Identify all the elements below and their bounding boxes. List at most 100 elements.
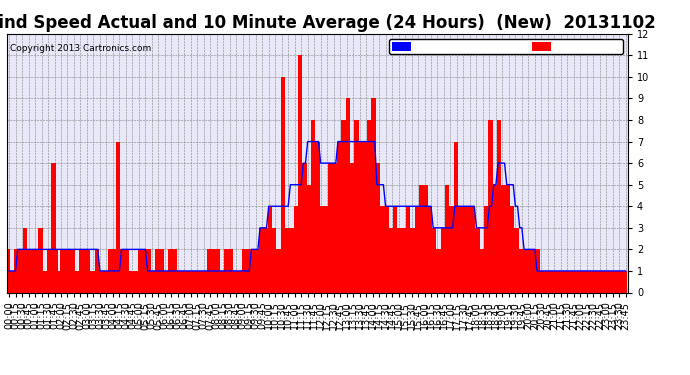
Bar	[235, 271, 237, 292]
Bar	[294, 206, 296, 292]
Bar	[264, 228, 266, 292]
Bar	[391, 228, 393, 292]
Bar	[354, 120, 356, 292]
Bar	[228, 249, 231, 292]
Bar	[551, 271, 553, 292]
Bar	[573, 271, 575, 292]
Bar	[594, 271, 597, 292]
Bar	[196, 271, 199, 292]
Bar	[123, 249, 125, 292]
Bar	[424, 185, 426, 292]
Bar	[159, 249, 161, 292]
Bar	[148, 249, 151, 292]
Bar	[296, 206, 298, 292]
Bar	[428, 206, 430, 292]
Bar	[88, 249, 90, 292]
Bar	[536, 249, 538, 292]
Bar	[549, 271, 551, 292]
Bar	[544, 271, 546, 292]
Bar	[133, 271, 136, 292]
Bar	[356, 120, 359, 292]
Bar	[622, 271, 624, 292]
Bar	[575, 271, 577, 292]
Bar	[382, 206, 384, 292]
Bar	[170, 249, 172, 292]
Bar	[19, 249, 21, 292]
Bar	[380, 206, 382, 292]
Bar	[514, 228, 517, 292]
Bar	[56, 249, 58, 292]
Bar	[371, 99, 374, 292]
Bar	[222, 271, 224, 292]
Bar	[66, 249, 68, 292]
Bar	[489, 120, 491, 292]
Bar	[317, 142, 319, 292]
Bar	[298, 56, 300, 292]
Bar	[460, 206, 462, 292]
Bar	[146, 249, 148, 292]
Bar	[333, 163, 335, 292]
Bar	[32, 249, 34, 292]
Bar	[359, 142, 361, 292]
Bar	[607, 271, 609, 292]
Bar	[562, 271, 564, 292]
Bar	[30, 249, 32, 292]
Bar	[144, 249, 146, 292]
Bar	[287, 228, 289, 292]
Bar	[590, 271, 592, 292]
Bar	[603, 271, 605, 292]
Bar	[331, 163, 333, 292]
Bar	[17, 249, 19, 292]
Bar	[205, 271, 207, 292]
Bar	[569, 271, 571, 292]
Bar	[231, 249, 233, 292]
Bar	[14, 249, 17, 292]
Bar	[582, 271, 584, 292]
Bar	[344, 120, 346, 292]
Bar	[95, 249, 97, 292]
Bar	[151, 271, 153, 292]
Bar	[517, 228, 519, 292]
Bar	[614, 271, 616, 292]
Bar	[443, 228, 445, 292]
Bar	[138, 249, 140, 292]
Bar	[491, 120, 493, 292]
Bar	[179, 271, 181, 292]
Bar	[555, 271, 558, 292]
Bar	[190, 271, 192, 292]
Bar	[328, 163, 331, 292]
Bar	[464, 206, 466, 292]
Bar	[586, 271, 588, 292]
Bar	[521, 249, 523, 292]
Bar	[542, 271, 544, 292]
Bar	[186, 271, 188, 292]
Bar	[181, 271, 184, 292]
Bar	[422, 185, 424, 292]
Bar	[79, 249, 81, 292]
Bar	[268, 206, 270, 292]
Bar	[194, 271, 196, 292]
Bar	[99, 271, 101, 292]
Bar	[68, 249, 71, 292]
Bar	[241, 249, 244, 292]
Bar	[201, 271, 203, 292]
Bar	[131, 271, 133, 292]
Bar	[81, 249, 83, 292]
Bar	[566, 271, 569, 292]
Bar	[499, 120, 502, 292]
Bar	[237, 271, 239, 292]
Bar	[211, 249, 213, 292]
Bar	[304, 163, 306, 292]
Bar	[43, 271, 45, 292]
Bar	[315, 142, 317, 292]
Bar	[60, 249, 62, 292]
Bar	[482, 249, 484, 292]
Bar	[605, 271, 607, 292]
Bar	[441, 228, 443, 292]
Bar	[620, 271, 622, 292]
Bar	[220, 271, 222, 292]
Bar	[129, 271, 131, 292]
Legend: 10 Min Avg (mph), Wind (mph): 10 Min Avg (mph), Wind (mph)	[389, 39, 623, 54]
Bar	[538, 249, 540, 292]
Bar	[363, 142, 365, 292]
